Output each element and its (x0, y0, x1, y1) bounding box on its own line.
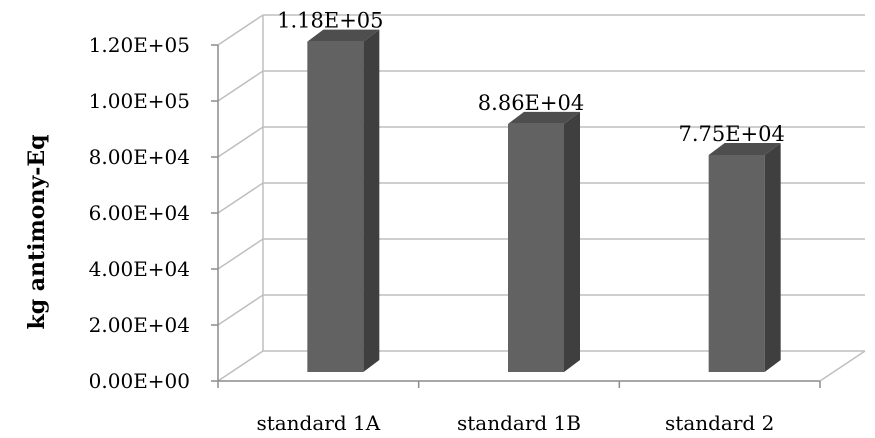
y-tick-label: 1.20E+05 (89, 33, 190, 57)
gridline-side (217, 294, 264, 326)
x-tick-label: standard 1B (457, 411, 581, 435)
bar-side (764, 143, 781, 372)
y-tick-label: 1.00E+05 (89, 89, 190, 113)
gridline-side (217, 350, 264, 382)
y-tick-label: 4.00E+04 (89, 257, 190, 281)
bar-front (508, 123, 564, 372)
x-tick-label: standard 2 (665, 411, 774, 435)
gridline-side (217, 238, 264, 270)
gridline-side (217, 182, 264, 214)
floor-right-edge (819, 350, 866, 382)
bar-top (508, 111, 580, 124)
y-axis-label: kg antimony-Eq (24, 134, 50, 329)
bar (307, 29, 380, 372)
bars (307, 29, 781, 373)
bar (708, 143, 781, 372)
axes (211, 44, 821, 388)
y-tick-label: 0.00E+00 (89, 369, 190, 393)
y-tick-label: 6.00E+04 (89, 201, 190, 225)
gridline-side (217, 126, 264, 158)
data-label: 1.18E+05 (277, 9, 383, 33)
bar-front (307, 41, 364, 372)
y-tick-label: 2.00E+04 (89, 313, 190, 337)
bar-side (363, 29, 380, 372)
gridline-side (217, 70, 264, 102)
y-tick-label: 8.00E+04 (89, 145, 190, 169)
bar-side (564, 111, 580, 373)
bar-top (307, 29, 380, 42)
bar (508, 111, 580, 373)
data-label: 7.75E+04 (678, 122, 784, 146)
gridline-side (217, 14, 264, 46)
bar-front (708, 155, 765, 372)
bar-top (708, 143, 781, 155)
labels: 0.00E+00 2.00E+04 4.00E+04 6.00E+04 8.00E+04… (89, 9, 785, 435)
x-tick-label: standard 1A (256, 411, 380, 435)
data-label: 8.86E+04 (478, 91, 584, 115)
